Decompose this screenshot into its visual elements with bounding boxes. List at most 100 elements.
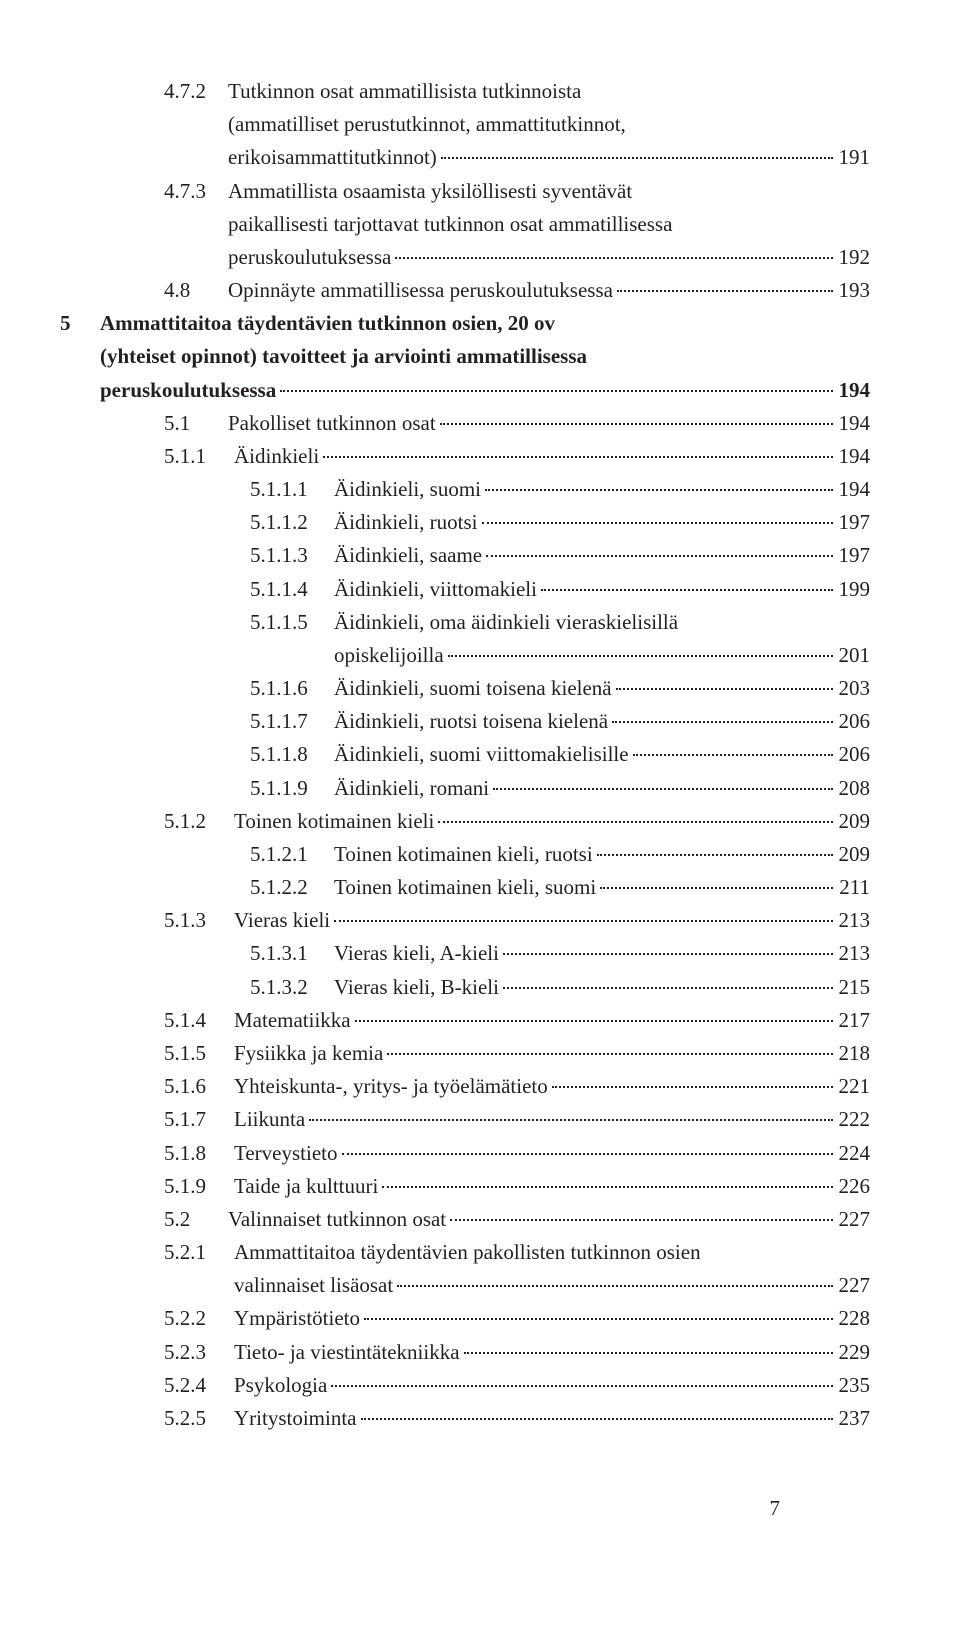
- toc-leader-dots: [493, 788, 832, 790]
- toc-page: 237: [839, 1402, 871, 1435]
- toc-leader-dots: [600, 887, 833, 889]
- toc-title: Äidinkieli, suomi: [334, 473, 481, 506]
- toc-entry: 5.1.5Fysiikka ja kemia 218: [164, 1037, 870, 1070]
- toc-leader-dots: [486, 555, 832, 557]
- toc-page: 209: [839, 805, 871, 838]
- toc-number: 5.1.1.1: [250, 473, 334, 506]
- toc-entry: 5.1.1.6Äidinkieli, suomi toisena kielenä…: [250, 672, 870, 705]
- toc-page: 194: [839, 473, 871, 506]
- toc-leader-dots: [485, 489, 833, 491]
- toc-entry: 5.1.1Äidinkieli 194: [164, 440, 870, 473]
- toc-entry: 5.1.1.1Äidinkieli, suomi 194: [250, 473, 870, 506]
- toc-entry: 5.1.1.8Äidinkieli, suomi viittomakielisi…: [250, 738, 870, 771]
- toc-number: 5.1.6: [164, 1070, 234, 1103]
- toc-leader-dots: [395, 257, 832, 259]
- toc-title: Tutkinnon osat ammatillisista tutkinnois…: [228, 75, 870, 175]
- toc-title: Äidinkieli, saame: [334, 539, 482, 572]
- toc-title: Tieto- ja viestintätekniikka: [234, 1336, 460, 1369]
- toc-entry: 5.1.2.2Toinen kotimainen kieli, suomi 21…: [250, 871, 870, 904]
- toc-page: 226: [839, 1170, 871, 1203]
- toc-title-line: opiskelijoilla: [334, 639, 444, 672]
- toc-page: 229: [839, 1336, 871, 1369]
- toc-title: Taide ja kulttuuri: [234, 1170, 378, 1203]
- toc-title: Vieras kieli, A-kieli: [334, 937, 499, 970]
- toc-leader-dots: [334, 920, 832, 922]
- toc-title: Valinnaiset tutkinnon osat: [228, 1203, 446, 1236]
- toc-page: 227: [839, 1203, 871, 1236]
- toc-title-line: peruskoulutuksessa: [100, 374, 276, 407]
- toc-entry: 5.1.2.1Toinen kotimainen kieli, ruotsi 2…: [250, 838, 870, 871]
- toc-leader-dots: [450, 1219, 832, 1221]
- toc-number: 5.1.1.8: [250, 738, 334, 771]
- toc-page: 193: [839, 274, 871, 307]
- toc-entry: 5.1Pakolliset tutkinnon osat 194: [164, 407, 870, 440]
- toc-title: Äidinkieli, oma äidinkieli vieraskielisi…: [334, 606, 870, 672]
- toc-page: 224: [839, 1137, 871, 1170]
- toc-page: 222: [839, 1103, 871, 1136]
- toc-page: 197: [839, 506, 871, 539]
- toc-title: Matematiikka: [234, 1004, 351, 1037]
- toc-number: 5.1.2.1: [250, 838, 334, 871]
- toc-title-line: (yhteiset opinnot) tavoitteet ja arvioin…: [100, 340, 870, 373]
- toc-entry: 5.2.2Ympäristötieto 228: [164, 1302, 870, 1335]
- toc-title: Fysiikka ja kemia: [234, 1037, 383, 1070]
- toc-leader-dots: [617, 290, 833, 292]
- toc-chapter-number: 5: [60, 307, 100, 340]
- toc-leader-dots: [438, 821, 832, 823]
- toc-page: 209: [839, 838, 871, 871]
- toc-leader-dots: [503, 987, 833, 989]
- toc-leader-dots: [448, 655, 833, 657]
- toc-leader-dots: [633, 754, 833, 756]
- toc-leader-dots: [280, 390, 832, 392]
- toc-entry: 5.1.1.2Äidinkieli, ruotsi 197: [250, 506, 870, 539]
- toc-title: Äidinkieli, romani: [334, 772, 489, 805]
- toc-entry: 5.2.5Yritystoiminta 237: [164, 1402, 870, 1435]
- toc-number: 5.1.9: [164, 1170, 234, 1203]
- toc-page: 213: [839, 937, 871, 970]
- toc-title: Liikunta: [234, 1103, 305, 1136]
- toc-title: Terveystieto: [234, 1137, 338, 1170]
- toc-title-line: paikallisesti tarjottavat tutkinnon osat…: [228, 208, 870, 241]
- toc-number: 5.1: [164, 407, 228, 440]
- toc-entry: 4.7.3Ammatillista osaamista yksilöllises…: [164, 175, 870, 275]
- toc-title-line: Ammattitaitoa täydentävien pakollisten t…: [234, 1236, 870, 1269]
- toc-page: 228: [839, 1302, 871, 1335]
- toc-title: Äidinkieli, viittomakieli: [334, 573, 537, 606]
- toc-title: Ympäristötieto: [234, 1302, 360, 1335]
- toc-number: 5.1.1.5: [250, 606, 334, 639]
- toc-page: 201: [839, 639, 871, 672]
- toc-leader-dots: [397, 1285, 832, 1287]
- toc-title: Vieras kieli: [234, 904, 330, 937]
- toc-title: Ammatillista osaamista yksilöllisesti sy…: [228, 175, 870, 275]
- toc-page: 213: [839, 904, 871, 937]
- toc-page: 192: [839, 241, 871, 274]
- toc-page: 217: [839, 1004, 871, 1037]
- toc-page: 194: [839, 407, 871, 440]
- toc-leader-dots: [612, 721, 832, 723]
- toc-entry: 5.1.9Taide ja kulttuuri 226: [164, 1170, 870, 1203]
- toc-leader-dots: [541, 589, 833, 591]
- toc-title: Äidinkieli, suomi viittomakielisille: [334, 738, 629, 771]
- toc-entry: 5.2.4Psykologia 235: [164, 1369, 870, 1402]
- toc-number: 5.1.1.2: [250, 506, 334, 539]
- toc-entry: 5.2.1Ammattitaitoa täydentävien pakollis…: [164, 1236, 870, 1302]
- toc-title: Toinen kotimainen kieli: [234, 805, 434, 838]
- toc-number: 5.2.5: [164, 1402, 234, 1435]
- toc-leader-dots: [331, 1385, 832, 1387]
- toc-leader-dots: [464, 1352, 833, 1354]
- toc-number: 5.1.1.9: [250, 772, 334, 805]
- toc-title-line: (ammatilliset perustutkinnot, ammattitut…: [228, 108, 870, 141]
- toc-page: 215: [839, 971, 871, 1004]
- toc-title: Toinen kotimainen kieli, suomi: [334, 871, 596, 904]
- toc-number: 5.2.3: [164, 1336, 234, 1369]
- toc-leader-dots: [440, 423, 833, 425]
- toc-number: 5.2.4: [164, 1369, 234, 1402]
- toc-page: 206: [839, 705, 871, 738]
- toc-title: Vieras kieli, B-kieli: [334, 971, 499, 1004]
- toc-chapter-title: Ammattitaitoa täydentävien tutkinnon osi…: [100, 307, 870, 407]
- toc-title-line: erikoisammattitutkinnot): [228, 141, 437, 174]
- toc-leader-dots: [364, 1318, 833, 1320]
- toc-page: 191: [839, 141, 871, 174]
- toc-number: 4.8: [164, 274, 228, 307]
- toc-title: Pakolliset tutkinnon osat: [228, 407, 436, 440]
